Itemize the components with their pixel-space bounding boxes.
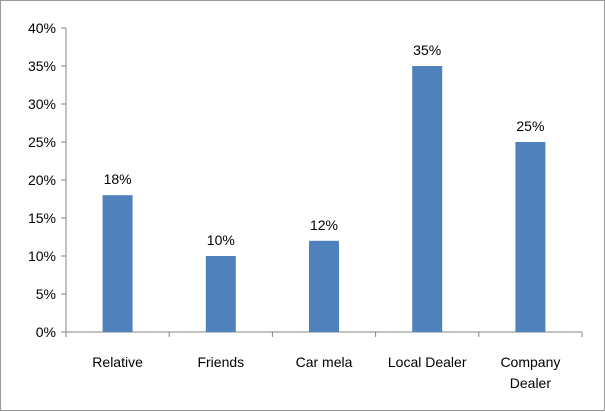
y-tick-label: 0% [36,324,56,340]
category-label: Local Dealer [388,354,467,370]
bar-local-dealer [412,66,443,332]
data-label: 35% [413,42,441,58]
bar-car-mela [309,240,339,332]
category-label: Friends [197,354,244,370]
category-label: Company Dealer [500,354,560,391]
bars-layer [102,66,546,332]
data-label: 18% [104,171,132,187]
bar-friends [205,256,236,332]
data-label: 25% [516,118,544,134]
y-tick-label: 5% [36,286,56,302]
category-label: Relative [92,354,143,370]
y-tick-label: 10% [28,248,56,264]
y-tick-label: 35% [28,58,56,74]
y-tick-label: 20% [28,172,56,188]
data-label: 10% [207,232,235,248]
data-label: 12% [310,217,338,233]
bar-relative [102,195,133,332]
bar-company-dealer [515,142,546,332]
axes-layer: 0% 5% 10% 15% 20% 25% 30% 35% 40% [28,20,583,340]
y-tick-label: 15% [28,210,56,226]
y-tick-label: 40% [28,20,56,36]
y-tick-label: 25% [28,134,56,150]
y-tick-label: 30% [28,96,56,112]
category-label: Car mela [296,354,353,370]
labels-layer: 18% Relative 10% Friends 12% Car mela 35% Local… [92,42,560,391]
